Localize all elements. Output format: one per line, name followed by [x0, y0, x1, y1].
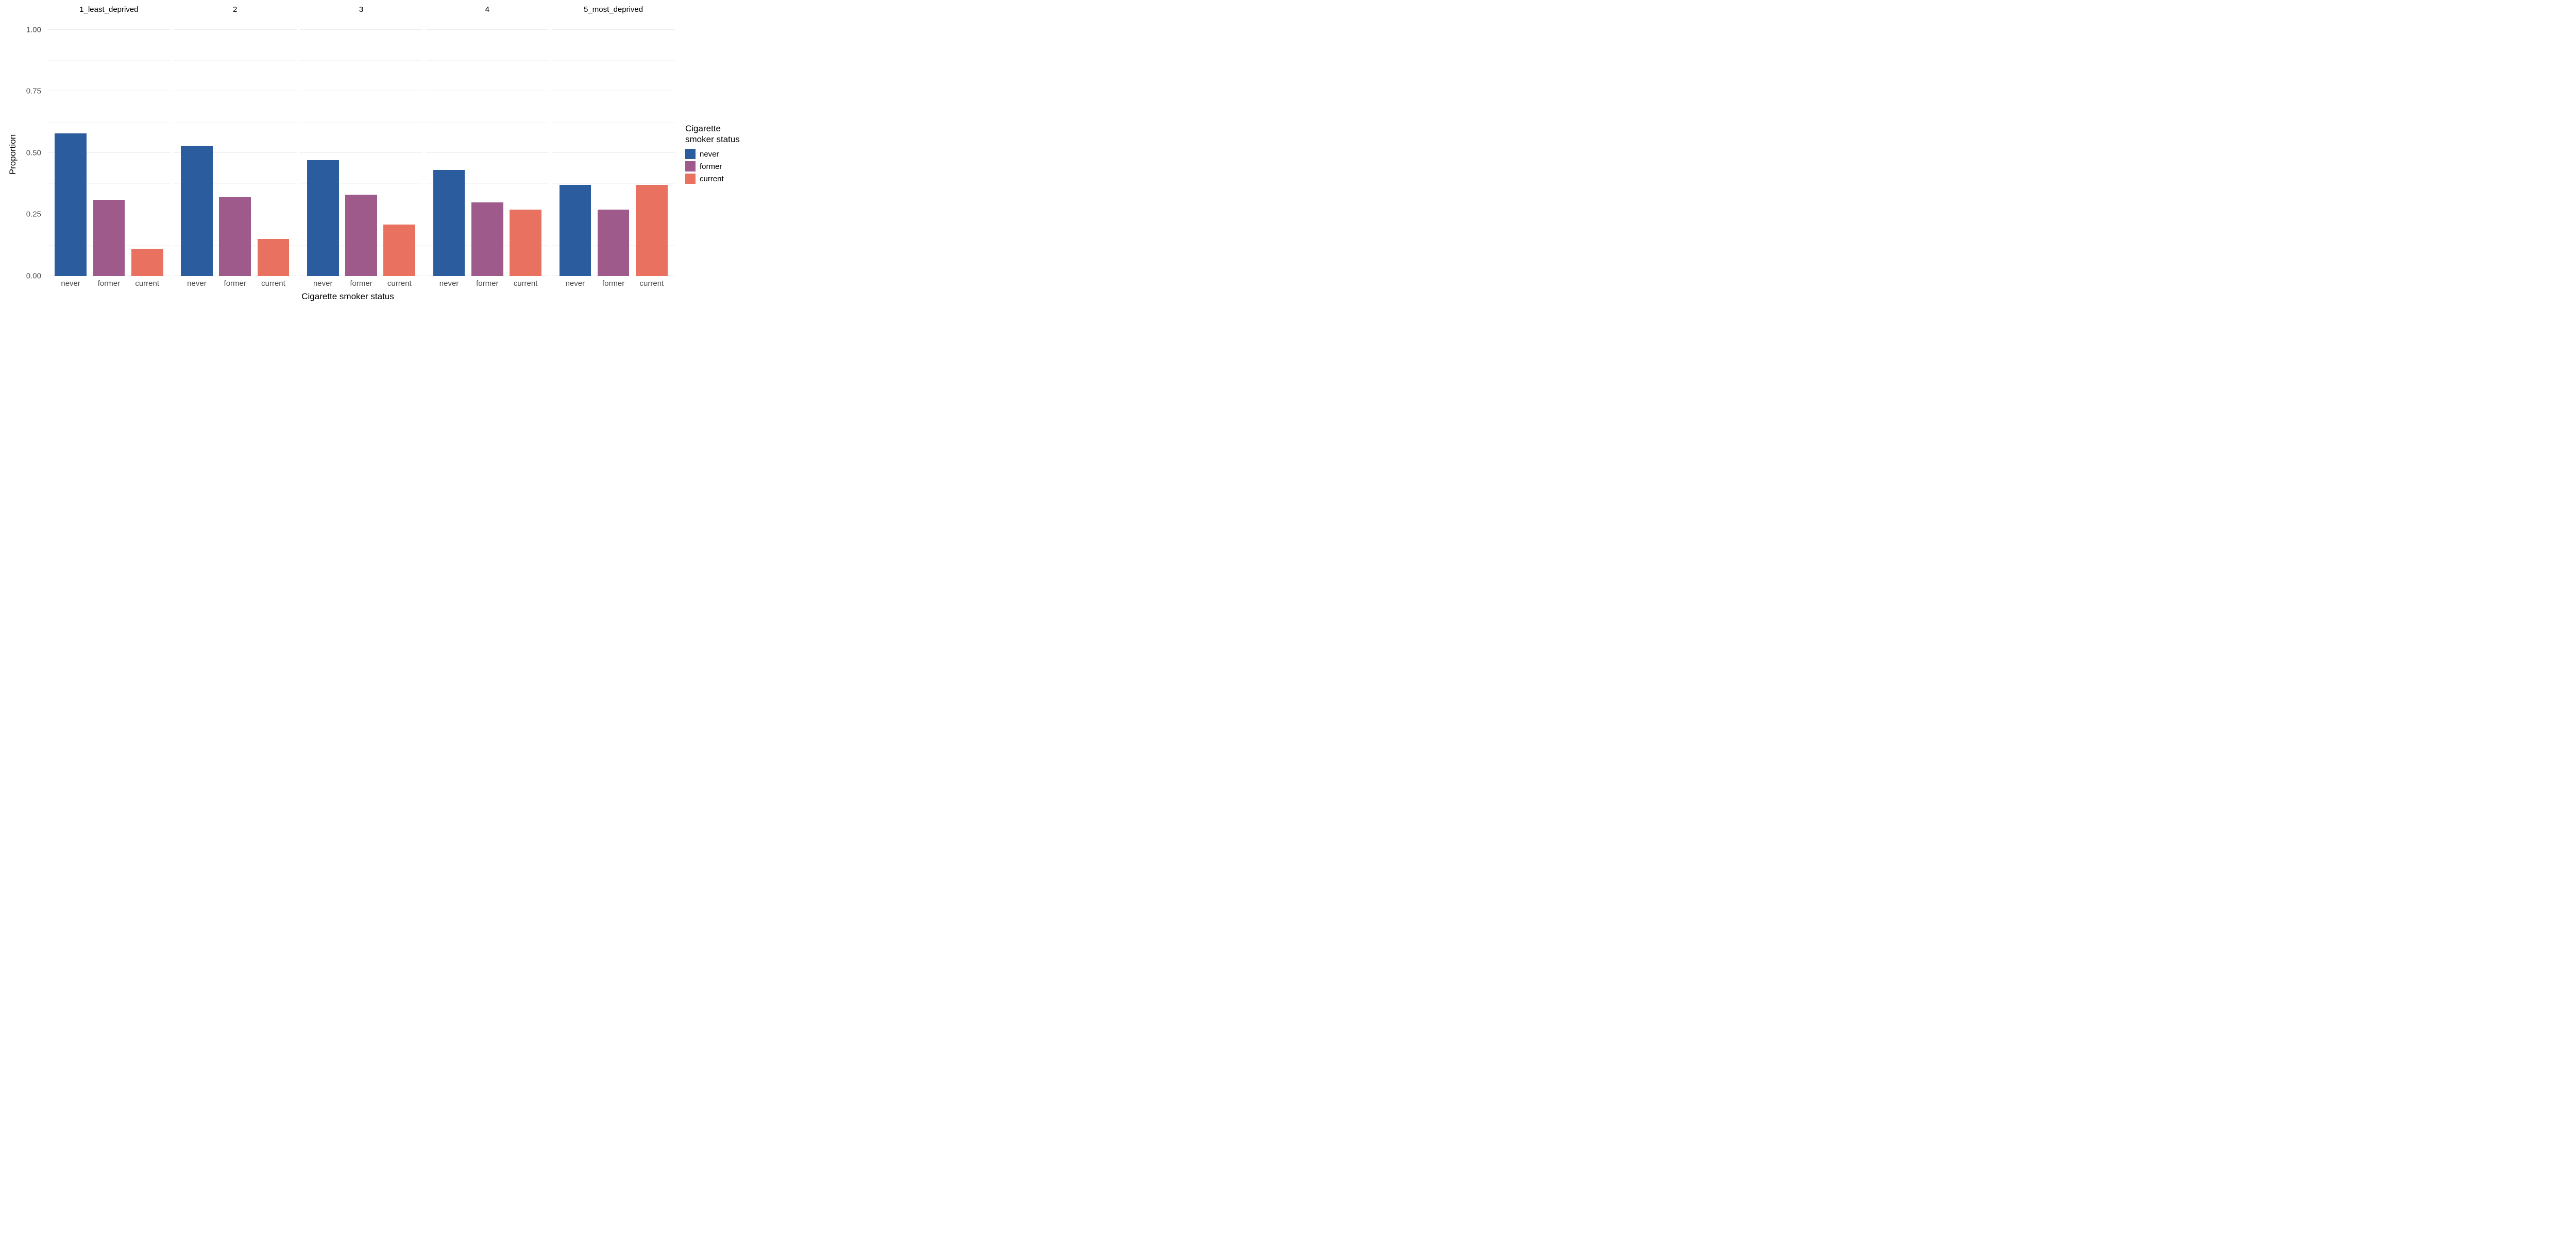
panel [300, 18, 423, 276]
y-tick-label: 1.00 [26, 25, 41, 34]
bars-group [300, 18, 423, 276]
bar [93, 200, 125, 276]
facet-title: 3 [300, 5, 423, 18]
facet-panel: 3 never former current [300, 5, 423, 289]
facets-row: 0.00 0.25 0.50 0.75 1.00 1_least_deprivednev… [21, 5, 675, 289]
plot-column: 0.00 0.25 0.50 0.75 1.00 1_least_deprivednev… [21, 5, 675, 304]
bar [131, 249, 163, 276]
x-tick-label: current [131, 279, 163, 289]
x-axis-title: Cigarette smoker status [21, 289, 675, 304]
x-ticks: never former current [300, 276, 423, 289]
x-tick-label: current [510, 279, 541, 289]
x-tick-label: never [560, 279, 591, 289]
y-tick-label: 0.00 [26, 272, 41, 281]
facet-panel: 1_least_deprivednever former current [47, 5, 171, 289]
x-tick-label: never [181, 279, 213, 289]
x-tick-label: former [598, 279, 630, 289]
legend-label: current [700, 175, 724, 183]
facet-panel: 5_most_deprivednever former current [552, 5, 675, 289]
x-axis-title-text: Cigarette smoker status [301, 291, 394, 301]
facet-title: 2 [174, 5, 297, 18]
panel [552, 18, 675, 276]
bar [219, 197, 251, 276]
bar [471, 202, 503, 276]
bar [433, 170, 465, 276]
bar [345, 195, 377, 276]
x-tick-label: never [55, 279, 87, 289]
facet-panel: 2 never former current [174, 5, 297, 289]
bars-group [552, 18, 675, 276]
y-axis-title-text: Proportion [8, 134, 18, 175]
y-tick-label: 0.25 [26, 210, 41, 219]
legend-title: Cigarettesmoker status [685, 123, 768, 145]
bar [258, 239, 290, 276]
legend-key [685, 174, 696, 184]
facet-title: 5_most_deprived [552, 5, 675, 18]
bar [560, 185, 591, 276]
x-ticks: never former current [426, 276, 549, 289]
panel [426, 18, 549, 276]
x-tick-label: never [433, 279, 465, 289]
panel [47, 18, 171, 276]
bar [383, 225, 415, 276]
y-tick-label: 0.50 [26, 148, 41, 157]
x-tick-label: current [383, 279, 415, 289]
x-tick-label: current [636, 279, 668, 289]
legend-key [685, 161, 696, 171]
y-axis-title: Proportion [5, 5, 21, 304]
facet-title: 4 [426, 5, 549, 18]
faceted-bar-chart: Proportion 0.00 0.25 0.50 0.75 1.00 1_least_… [0, 0, 773, 309]
bar [510, 210, 541, 276]
x-tick-label: former [219, 279, 251, 289]
facet-panel: 4 never former current [426, 5, 549, 289]
y-tick-label: 0.75 [26, 87, 41, 96]
legend-label: former [700, 162, 722, 171]
bars-group [47, 18, 171, 276]
legend-item: former [685, 161, 768, 171]
legend-item: never [685, 149, 768, 159]
bar [307, 160, 339, 276]
legend: Cigarettesmoker status never former curren… [675, 5, 768, 304]
x-tick-label: former [471, 279, 503, 289]
legend-key [685, 149, 696, 159]
x-ticks: never former current [47, 276, 171, 289]
panel [174, 18, 297, 276]
bar [55, 133, 87, 276]
bar [598, 210, 630, 276]
legend-item: current [685, 174, 768, 184]
bar [636, 185, 668, 276]
bar [181, 146, 213, 276]
facet-title: 1_least_deprived [47, 5, 171, 18]
x-ticks: never former current [552, 276, 675, 289]
x-ticks: never former current [174, 276, 297, 289]
x-tick-label: current [258, 279, 290, 289]
bars-group [426, 18, 549, 276]
x-tick-label: former [93, 279, 125, 289]
x-tick-label: former [345, 279, 377, 289]
bars-group [174, 18, 297, 276]
x-tick-label: never [307, 279, 339, 289]
y-axis-ticks: 0.00 0.25 0.50 0.75 1.00 [21, 5, 44, 289]
legend-label: never [700, 150, 719, 159]
